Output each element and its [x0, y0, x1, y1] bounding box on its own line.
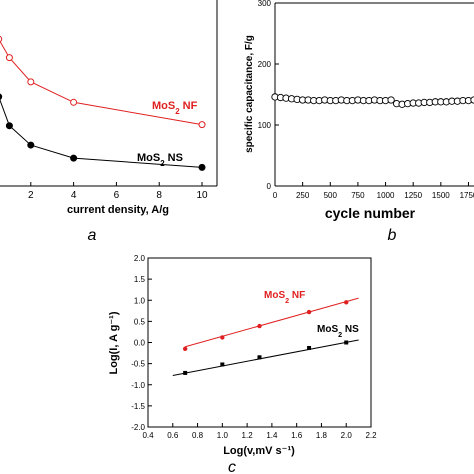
chart-c-point: [306, 309, 312, 315]
chart-b-y-tick-label: 300: [258, 0, 272, 8]
chart-a-point: [0, 35, 3, 43]
chart-b-x-tick-label: 500: [324, 191, 338, 200]
chart-b-x-tick-label: 750: [351, 191, 365, 200]
chart-c-point: [183, 370, 188, 375]
chart-c: -2.0 -1.5 -1.0 -0.5 0.0 0.5 1.0 1.5 2.0 0.4 0.6 0.8…: [108, 254, 377, 474]
chart-c-y-tick-label: -1.5: [131, 402, 145, 411]
chart-b-xlabel: cycle number: [325, 205, 416, 221]
chart-c-y-tick-label: 1.0: [134, 296, 146, 305]
chart-c-point: [220, 362, 225, 367]
chart-c-marks: -2.0 -1.5 -1.0 -0.5 0.0 0.5 1.0 1.5 2.0 0.4 0.6 0.8…: [131, 254, 377, 440]
chart-c-x-tick-label: 0.6: [167, 431, 179, 440]
chart-c-point: [344, 340, 349, 345]
chart-b-point: [387, 96, 395, 104]
chart-c-xlabel: Log(v,mV s⁻¹): [223, 445, 295, 457]
chart-c-x-tick-label: 0.4: [142, 431, 154, 440]
chart-a-point: [198, 121, 206, 129]
chart-c-x-tick-label: 1.6: [291, 431, 303, 440]
chart-a-point: [198, 163, 206, 171]
chart-c-y-tick-label: 2.0: [134, 254, 146, 263]
chart-c-x-tick-label: 0.8: [192, 431, 204, 440]
chart-a-series-label: MoS2 NF: [152, 100, 198, 116]
chart-b: 0 100 200 300 0 250 500 750 1000 1250 1500 1750 cyc…: [244, 0, 474, 244]
chart-a-marks: 2 4 6 8 10 MoS2 NF MoS2 NS: [0, 0, 218, 201]
chart-c-x-tick-label: 1.0: [217, 431, 229, 440]
chart-c-x-tick-label: 1.2: [242, 431, 254, 440]
chart-c-x-tick-label: 2.0: [341, 431, 353, 440]
chart-b-y-tick-label: 200: [258, 60, 272, 69]
chart-a-point: [70, 98, 78, 106]
chart-c-point: [257, 355, 262, 360]
chart-b-x-tick-label: 0: [273, 191, 278, 200]
chart-a-point: [5, 54, 13, 62]
chart-b-x-tick-label: 1500: [432, 191, 450, 200]
chart-a-x-tick-label: 6: [114, 190, 120, 201]
chart-b-y-tick-label: 100: [258, 121, 272, 130]
chart-a-x-tick-label: 2: [28, 190, 34, 201]
chart-b-x-tick-label: 1750: [460, 191, 474, 200]
chart-a-point: [70, 154, 78, 162]
chart-c-y-tick-label: 0.5: [134, 317, 146, 326]
chart-c-y-tick-label: -2.0: [131, 423, 145, 432]
chart-c-point: [344, 300, 349, 305]
chart-a-x-tick-label: 10: [196, 190, 208, 201]
chart-c-series-label: MoS2 NS: [317, 324, 359, 339]
chart-a: 2 4 6 8 10 MoS2 NF MoS2 NS current density, A/…: [0, 0, 218, 244]
chart-c-point: [220, 335, 225, 340]
chart-c-point: [307, 345, 312, 350]
chart-c-x-tick-label: 1.8: [316, 431, 328, 440]
chart-b-x-tick-label: 1000: [377, 191, 395, 200]
chart-c-point: [182, 346, 188, 352]
chart-a-x-tick-label: 4: [71, 190, 77, 201]
chart-a-xlabel: current density, A/g: [67, 204, 169, 216]
chart-b-x-tick-label: 1250: [404, 191, 422, 200]
chart-c-ylabel: Log(I, A g⁻¹): [108, 311, 120, 374]
chart-b-y-tick-label: 0: [267, 182, 272, 191]
chart-a-series-label: MoS2 NS: [137, 152, 183, 168]
chart-c-fit-line: [185, 297, 359, 348]
panel-label-a: a: [88, 227, 97, 244]
chart-c-point: [257, 323, 262, 329]
chart-a-point: [27, 141, 35, 149]
chart-a-x-tick-label: 8: [156, 190, 162, 201]
chart-c-y-tick-label: -0.5: [131, 360, 145, 369]
chart-b-ylabel: specific capacitance, F/g: [244, 35, 255, 153]
chart-b-x-tick-label: 250: [296, 191, 310, 200]
panel-label-b: b: [388, 227, 397, 244]
chart-c-fit-line: [172, 339, 359, 376]
chart-c-y-tick-label: -1.0: [131, 381, 145, 390]
chart-a-point: [5, 122, 13, 130]
chart-c-y-tick-label: 1.5: [134, 275, 146, 284]
chart-c-x-tick-label: 2.2: [365, 431, 377, 440]
chart-a-point: [27, 78, 35, 86]
chart-b-marks: 0 100 200 300 0 250 500 750 1000 1250 1500 1750: [258, 0, 474, 200]
chart-c-x-tick-label: 1.4: [266, 431, 278, 440]
chart-a-point: [0, 93, 3, 100]
chart-c-series-label: MoS2 NF: [264, 290, 305, 305]
panel-label-c: c: [228, 459, 236, 474]
chart-c-y-tick-label: 0.0: [134, 339, 146, 348]
